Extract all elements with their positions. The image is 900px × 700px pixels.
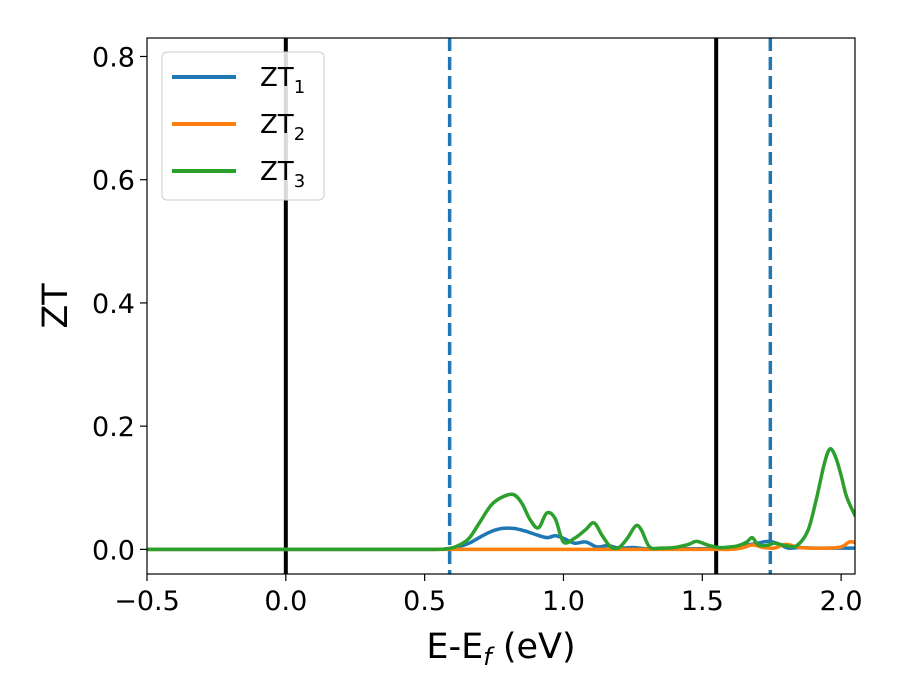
legend-label-subscript: 1 xyxy=(294,77,305,98)
x-tick-label: 1.5 xyxy=(681,586,724,617)
x-tick-label: −0.5 xyxy=(114,586,180,617)
legend-label-main: ZT xyxy=(260,63,294,93)
legend-box xyxy=(161,51,325,201)
y-tick-label: 0.2 xyxy=(92,412,135,443)
x-axis-label: E-Ef (eV) xyxy=(426,627,575,671)
series-line-zt1 xyxy=(147,526,855,552)
reference-lines xyxy=(283,38,773,574)
x-tick-label: 0.5 xyxy=(403,586,446,617)
x-axis-label-unit: (eV) xyxy=(492,627,576,667)
y-tick-label: 0.6 xyxy=(92,166,135,197)
legend-label-subscript: 2 xyxy=(294,124,305,145)
x-tick-label: 0.0 xyxy=(264,586,307,617)
series-group xyxy=(147,447,855,552)
series-line-zt3 xyxy=(147,447,855,552)
legend-label-zt3: ZT3 xyxy=(260,157,305,192)
legend-label-subscript: 3 xyxy=(294,171,305,192)
y-tick-label: 0.0 xyxy=(92,535,135,566)
y-axis-label: ZT xyxy=(36,283,76,329)
y-axis: 0.0 0.2 0.4 0.6 0.8 xyxy=(92,42,147,566)
x-axis: −0.5 0.0 0.5 1.0 1.5 2.0 xyxy=(114,574,863,617)
legend-label-zt1: ZT1 xyxy=(260,63,305,98)
legend-label-main: ZT xyxy=(260,110,294,140)
legend-label-main: ZT xyxy=(260,157,294,187)
x-tick-label: 1.0 xyxy=(542,586,585,617)
x-tick-label: 2.0 xyxy=(820,586,863,617)
plot-frame xyxy=(146,37,856,575)
legend-label-zt2: ZT2 xyxy=(260,110,305,145)
y-tick-label: 0.4 xyxy=(92,289,135,320)
y-tick-label: 0.8 xyxy=(92,42,135,73)
